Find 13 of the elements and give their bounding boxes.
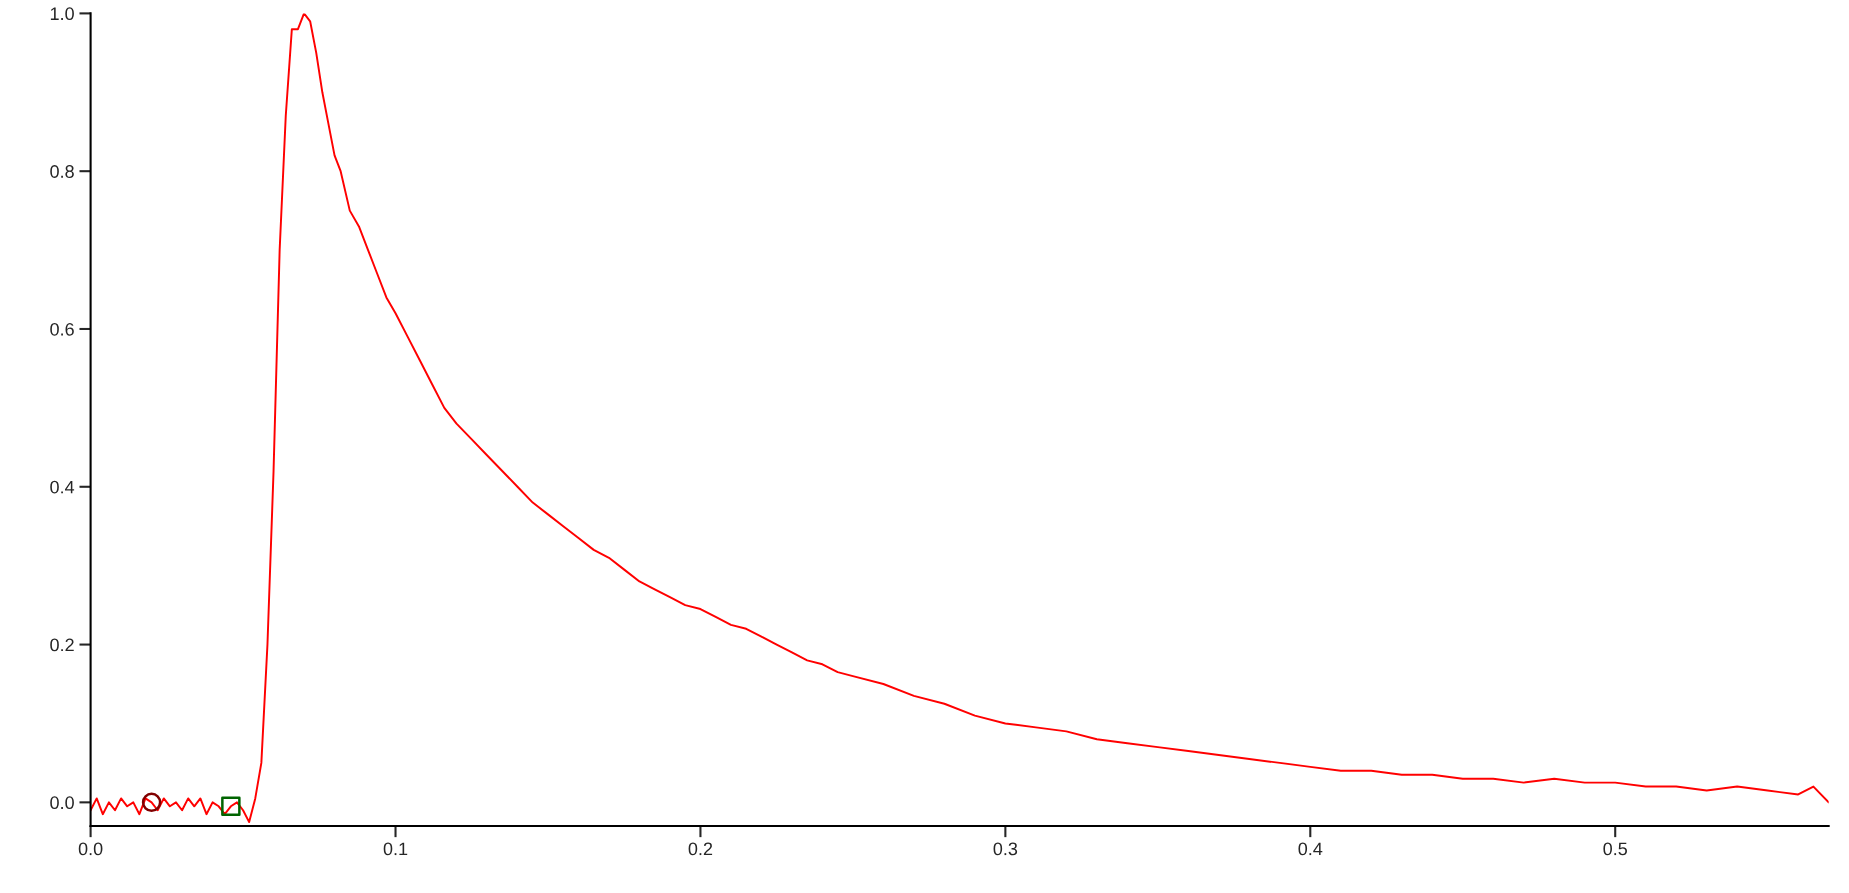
x-tick-label: 0.0 <box>78 842 103 856</box>
x-tick-label: 0.4 <box>1298 842 1323 856</box>
y-tick-label: 0.2 <box>50 638 74 652</box>
y-tick-label: 0.8 <box>50 165 74 178</box>
x-tick-label: 0.5 <box>1603 842 1628 856</box>
x-tick-label: 0.3 <box>993 842 1018 856</box>
line-series <box>90 13 1829 824</box>
x-tick-label: 0.2 <box>688 842 713 856</box>
y-tick-label: 0.6 <box>50 322 74 336</box>
y-tick-label: 0.0 <box>50 796 74 810</box>
y-tick-label: 1.0 <box>50 7 74 21</box>
y-tick-label: 0.4 <box>50 480 75 494</box>
x-tick-label: 0.1 <box>383 842 408 856</box>
